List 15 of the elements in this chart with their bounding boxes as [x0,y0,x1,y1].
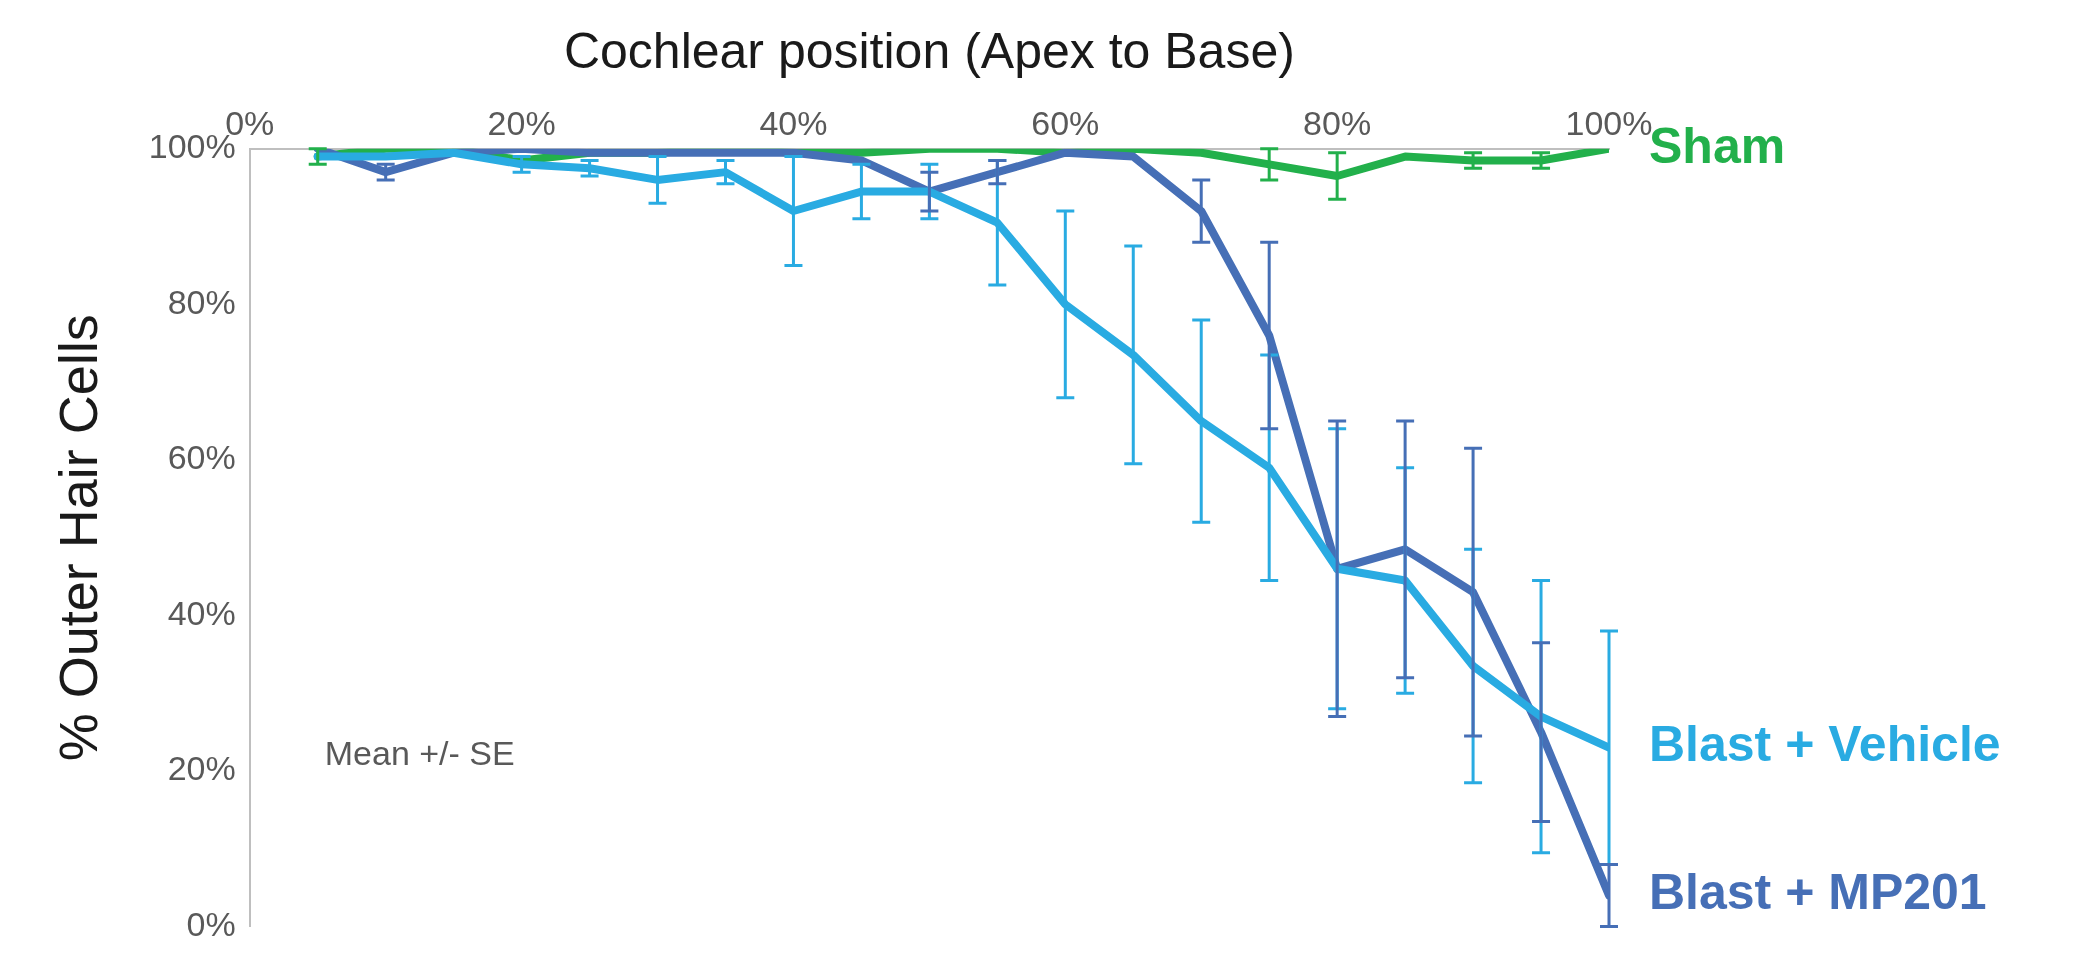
x-tick-label: 80% [1303,103,1372,142]
x-tick-label: 60% [1031,103,1100,142]
annotation: Mean +/- SE [324,733,515,772]
y-axis-title: % Outer Hair Cells [48,314,109,762]
series-label: Blast + MP201 [1649,864,1987,921]
x-tick-label: 20% [487,103,556,142]
x-tick-label: 100% [1565,103,1653,142]
y-tick-label: 20% [167,749,236,788]
y-tick-label: 0% [186,904,236,943]
x-tick-label: 40% [759,103,828,142]
x-axis-title: Cochlear position (Apex to Base) [563,22,1295,79]
series-label: Blast + Vehicle [1649,716,2001,773]
y-tick-label: 40% [167,593,236,632]
y-tick-label: 60% [167,438,236,477]
y-tick-label: 80% [167,282,236,321]
